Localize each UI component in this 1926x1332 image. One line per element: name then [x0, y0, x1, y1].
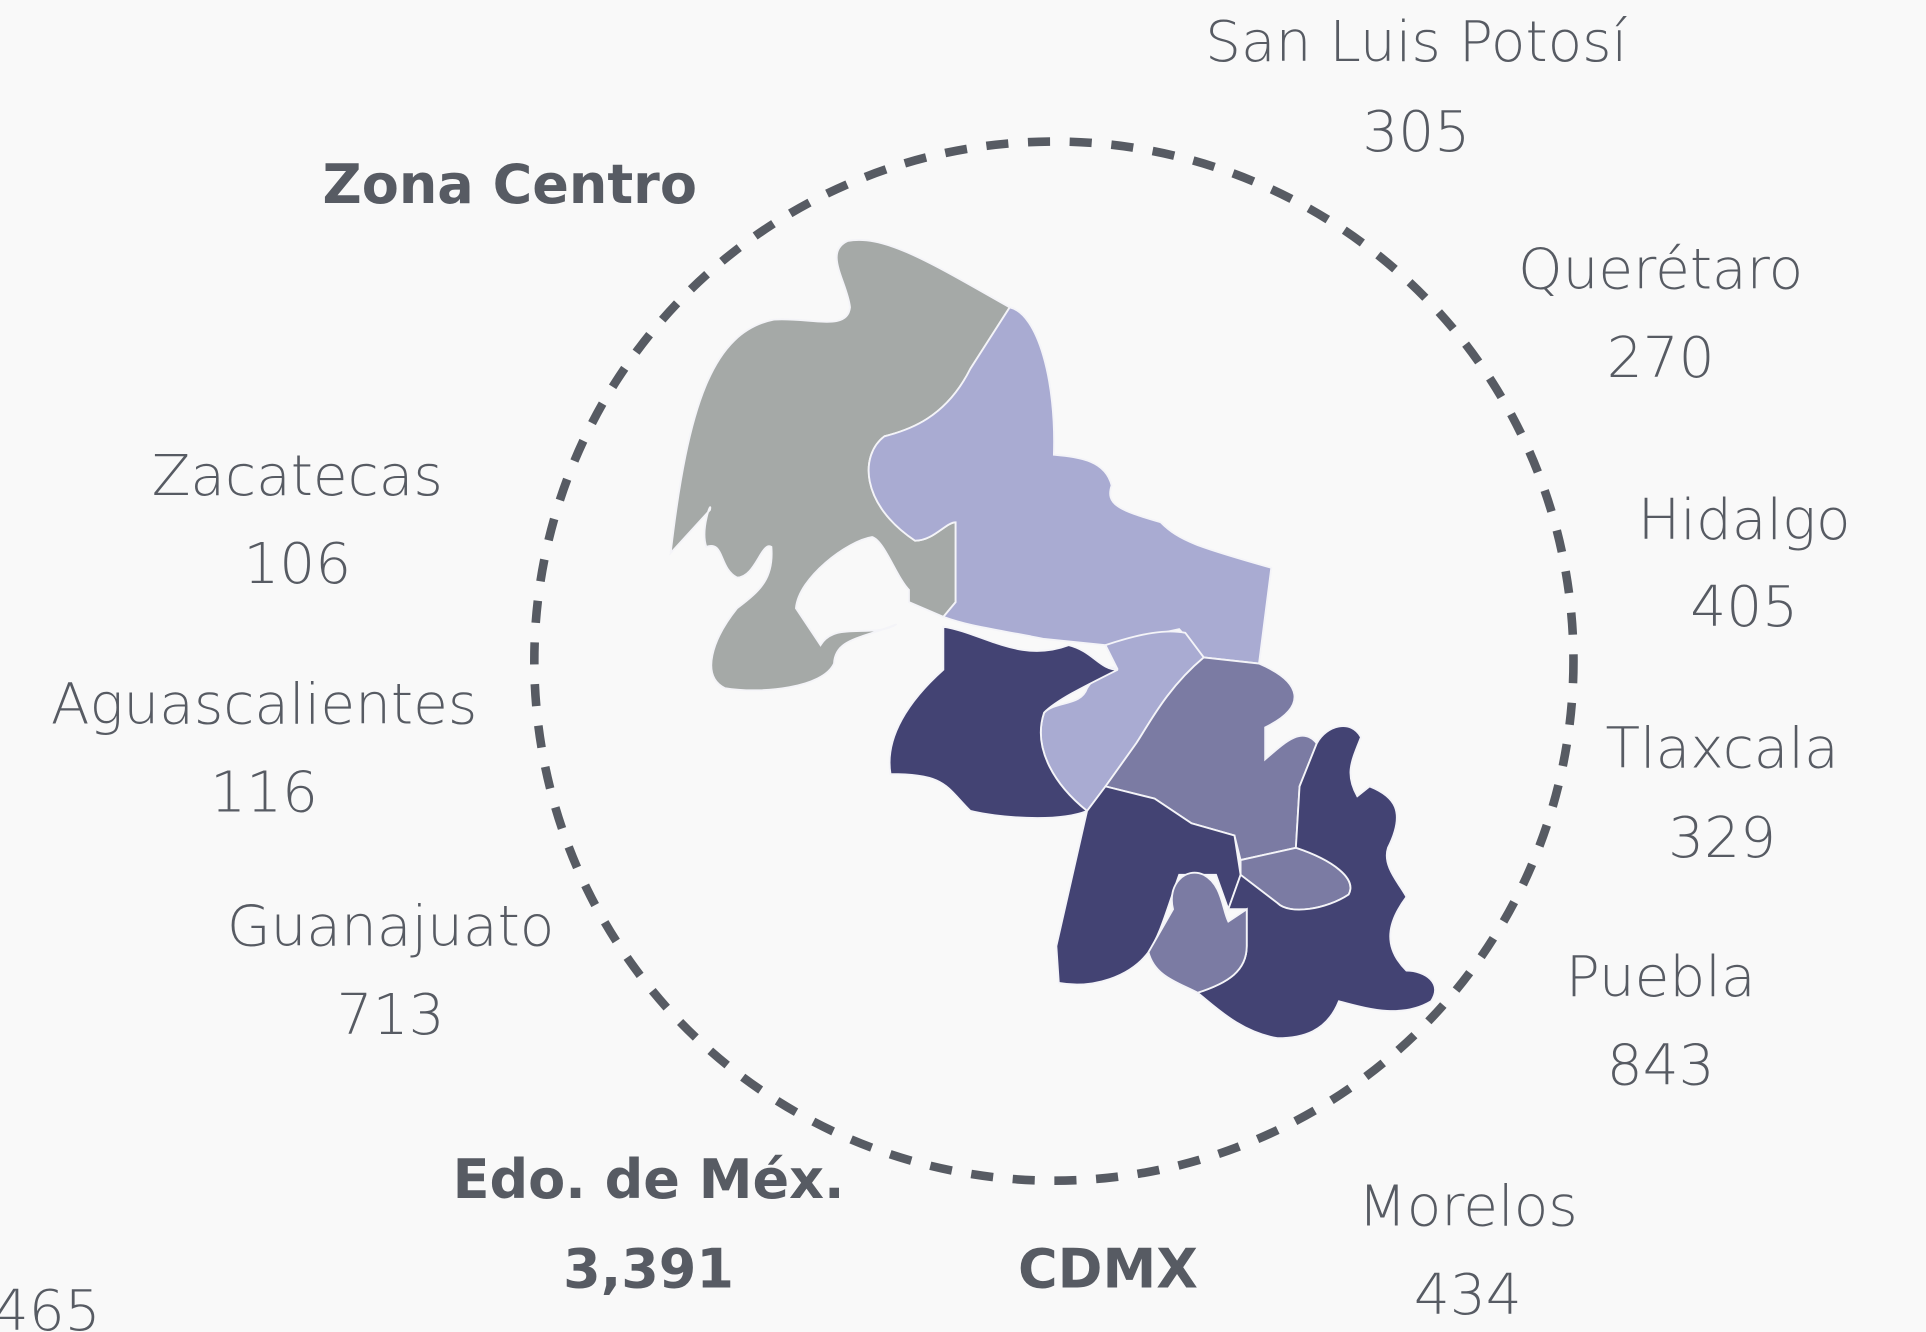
region-name: Guanajuato — [227, 895, 555, 960]
region-value: 713 — [337, 983, 445, 1048]
region-value: 843 — [1607, 1033, 1715, 1098]
region-value: 329 — [1668, 806, 1776, 871]
region-value: 270 — [1607, 326, 1715, 391]
region-name: Tlaxcala — [1605, 716, 1838, 781]
region-value: 405 — [1690, 575, 1798, 640]
region-name: Edo. de Méx. — [453, 1148, 845, 1211]
region-value: 465 — [0, 1279, 101, 1332]
region-shape — [669, 239, 1011, 692]
region-name: Querétaro — [1518, 237, 1803, 302]
region-name: CDMX — [1018, 1237, 1198, 1300]
region-shape — [1103, 656, 1318, 862]
region-shape — [888, 625, 1119, 819]
region-value: 116 — [210, 761, 318, 826]
region-value: 305 — [1362, 100, 1470, 165]
region-name: Puebla — [1566, 945, 1756, 1010]
zone-circle — [530, 137, 1578, 1185]
region-name: Zacatecas — [152, 444, 443, 509]
map — [669, 239, 1436, 1040]
region-name: Hidalgo — [1638, 488, 1851, 553]
region-value: 3,391 — [563, 1237, 734, 1300]
zone-title: Zona Centro — [323, 153, 697, 216]
region-shape — [1195, 725, 1436, 1040]
region-shape — [1147, 871, 1248, 994]
region-name: San Luis Potosí — [1205, 10, 1627, 75]
region-name: Aguascalientes — [51, 672, 477, 737]
region-name: Morelos — [1358, 1175, 1578, 1240]
region-value: 106 — [243, 532, 351, 597]
region-value: 434 — [1414, 1263, 1522, 1328]
